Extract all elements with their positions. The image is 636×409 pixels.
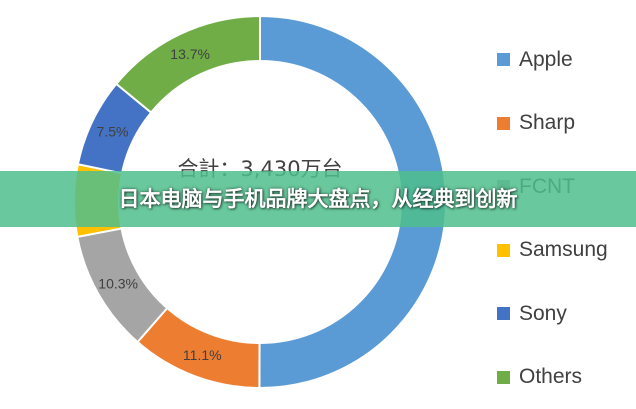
- legend-label: Sharp: [519, 111, 575, 135]
- legend-item-samsung: Samsung: [497, 219, 608, 283]
- data-label-fcnt: 10.3%: [98, 275, 138, 291]
- legend-swatch: [497, 244, 510, 257]
- legend-item-apple: Apple: [497, 28, 608, 92]
- legend-swatch: [497, 307, 510, 320]
- data-label-others: 13.7%: [170, 46, 210, 62]
- legend-swatch: [497, 53, 510, 66]
- donut-slice-others: [116, 16, 260, 112]
- legend-item-others: Others: [497, 346, 608, 409]
- data-label-sony: 7.5%: [97, 123, 129, 139]
- banner-title: 日本电脑与手机品牌大盘点，从经典到创新: [0, 171, 636, 227]
- legend-item-sony: Sony: [497, 282, 608, 346]
- legend-label: Others: [519, 365, 582, 389]
- title-banner: 日本电脑与手机品牌大盘点，从经典到创新: [0, 171, 636, 227]
- legend-item-sharp: Sharp: [497, 92, 608, 156]
- legend-swatch: [497, 371, 510, 384]
- legend-label: Sony: [519, 302, 567, 326]
- legend-label: Apple: [519, 48, 573, 72]
- data-label-sharp: 11.1%: [183, 347, 222, 363]
- legend-label: Samsung: [519, 238, 608, 262]
- legend-swatch: [497, 117, 510, 130]
